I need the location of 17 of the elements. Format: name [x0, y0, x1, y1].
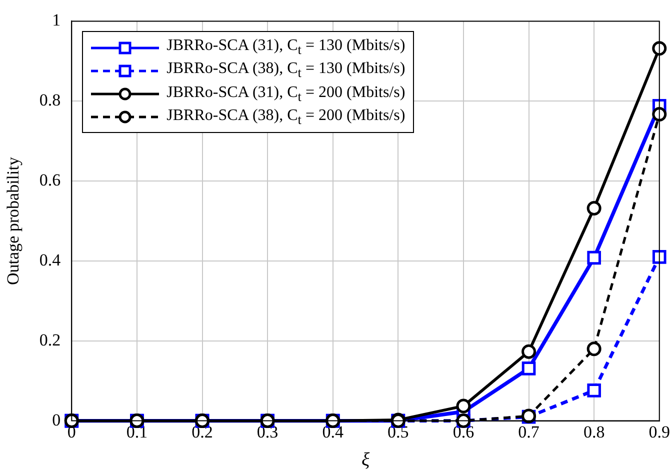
x-tick-label: 0.6: [452, 422, 474, 442]
y-tick-label: 1: [52, 10, 61, 30]
y-tick-label: 0: [52, 410, 61, 430]
y-tick-label: 0.2: [39, 330, 61, 350]
x-tick-label: 0.8: [583, 422, 605, 442]
y-tick-label: 0.6: [39, 170, 61, 190]
x-axis-title: ξ: [361, 450, 370, 471]
x-tick-label: 0.7: [518, 422, 540, 442]
y-axis-title: Outage probability: [4, 156, 23, 285]
y-tick-label: 0.8: [39, 90, 61, 110]
legend-label: JBRRo-SCA (31), C$_{t}$ = 130 (Mbits/s): [166, 36, 406, 60]
legend-label: JBRRo-SCA (38), C$_{t}$ = 200 (Mbits/s): [166, 106, 406, 129]
y-tick-label: 0.4: [39, 250, 62, 270]
legend-label: JBRRo-SCA (38), C$_{t}$ = 130 (Mbits/s): [166, 59, 406, 83]
legend-label: JBRRo-SCA (31), C$_{t}$ = 200 (Mbits/s): [166, 82, 406, 106]
x-tick-label: 0.4: [322, 422, 344, 442]
x-tick-label: 0.9: [648, 422, 670, 442]
